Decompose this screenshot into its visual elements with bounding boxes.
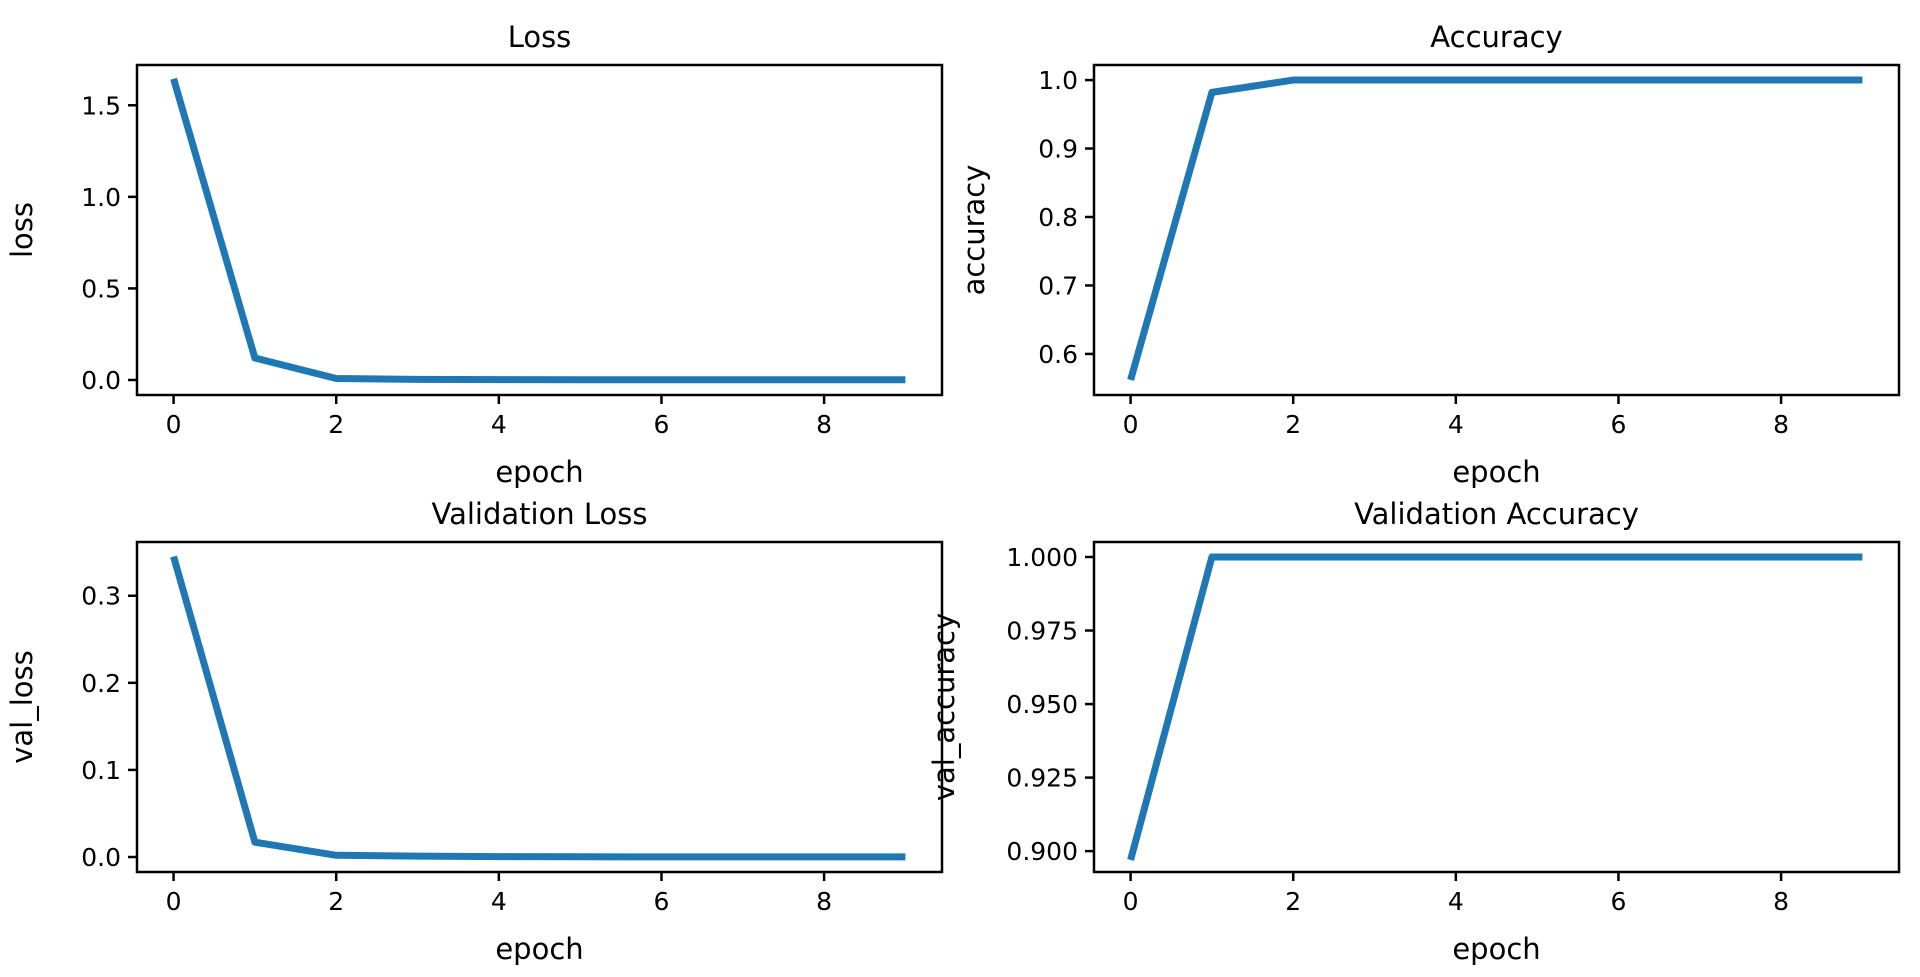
accuracy-xtick-label: 6 [1611,410,1627,439]
loss-xtick-label: 2 [328,410,344,439]
accuracy-panel: Accuracy 0 2 4 6 8 0.6 0.7 0.8 0.9 1.0 epoch accurac… [957,20,1901,489]
loss-ytick-label: 0.5 [81,274,121,303]
val-accuracy-xtick-label: 2 [1285,887,1301,916]
val-loss-ytick-label: 0.2 [81,669,121,698]
val-accuracy-ytick-label: 0.925 [1006,764,1078,793]
accuracy-xlabel: epoch [1452,455,1540,489]
loss-series-line [170,77,906,384]
loss-title: Loss [508,20,572,54]
val-accuracy-series-line [1127,553,1863,861]
val-accuracy-xtick-label: 4 [1448,887,1464,916]
val-accuracy-title: Validation Accuracy [1354,497,1639,531]
loss-xtick-label: 4 [491,410,507,439]
accuracy-ytick-label: 0.9 [1038,135,1078,164]
val-loss-ytick-label: 0.3 [81,582,121,611]
val-accuracy-ytick-label: 0.975 [1006,617,1078,646]
val-accuracy-axes-frame [1092,540,1901,874]
val-loss-xtick-label: 8 [816,887,832,916]
loss-panel: Loss 0 2 4 6 8 0.0 0.5 1.0 1.5 epoch loss [5,20,944,489]
val-accuracy-ylabel: val_accuracy [927,613,961,801]
loss-ylabel: loss [5,202,39,258]
accuracy-xtick-label: 2 [1285,410,1301,439]
val-accuracy-xtick-label: 8 [1773,887,1789,916]
val-loss-ytick-label: 0.1 [81,756,121,785]
accuracy-xtick-label: 8 [1773,410,1789,439]
loss-ytick-label: 0.0 [81,366,121,395]
val-accuracy-xlabel: epoch [1452,932,1540,966]
val-loss-ytick-label: 0.0 [81,843,121,872]
val-accuracy-xtick-label: 0 [1123,887,1139,916]
accuracy-title: Accuracy [1430,20,1562,54]
val-loss-xtick-label: 0 [166,887,182,916]
val-loss-xtick-label: 2 [328,887,344,916]
accuracy-series-line [1127,76,1863,381]
val-accuracy-ytick-label: 0.900 [1006,837,1078,866]
val-loss-xlabel: epoch [495,932,583,966]
val-accuracy-ytick-label: 0.950 [1006,690,1078,719]
accuracy-ytick-label: 0.7 [1038,271,1078,300]
val-accuracy-xtick-label: 6 [1611,887,1627,916]
accuracy-ytick-label: 1.0 [1038,66,1078,95]
loss-xtick-label: 6 [654,410,670,439]
val-loss-series-line [170,555,906,861]
loss-ytick-label: 1.0 [81,183,121,212]
loss-xtick-label: 0 [166,410,182,439]
val-accuracy-panel: Validation Accuracy 0 2 4 6 8 0.900 0.925 0.950 0… [927,497,1901,966]
accuracy-xtick-label: 4 [1448,410,1464,439]
loss-xtick-label: 8 [816,410,832,439]
val-loss-xtick-label: 4 [491,887,507,916]
loss-axes-frame [135,63,944,397]
accuracy-ytick-label: 0.6 [1038,340,1078,369]
val-loss-title: Validation Loss [431,497,647,531]
accuracy-ylabel: accuracy [957,165,991,296]
accuracy-ytick-label: 0.8 [1038,203,1078,232]
loss-ytick-label: 1.5 [81,91,121,120]
loss-xlabel: epoch [495,455,583,489]
accuracy-axes-frame [1092,63,1901,397]
accuracy-xtick-label: 0 [1123,410,1139,439]
val-loss-xtick-label: 6 [654,887,670,916]
val-loss-ylabel: val_loss [5,650,39,764]
val-loss-panel: Validation Loss 0 2 4 6 8 0.0 0.1 0.2 0.3 epoch val… [5,497,944,966]
val-accuracy-ytick-label: 1.000 [1006,543,1078,572]
val-loss-axes-frame [135,540,944,874]
